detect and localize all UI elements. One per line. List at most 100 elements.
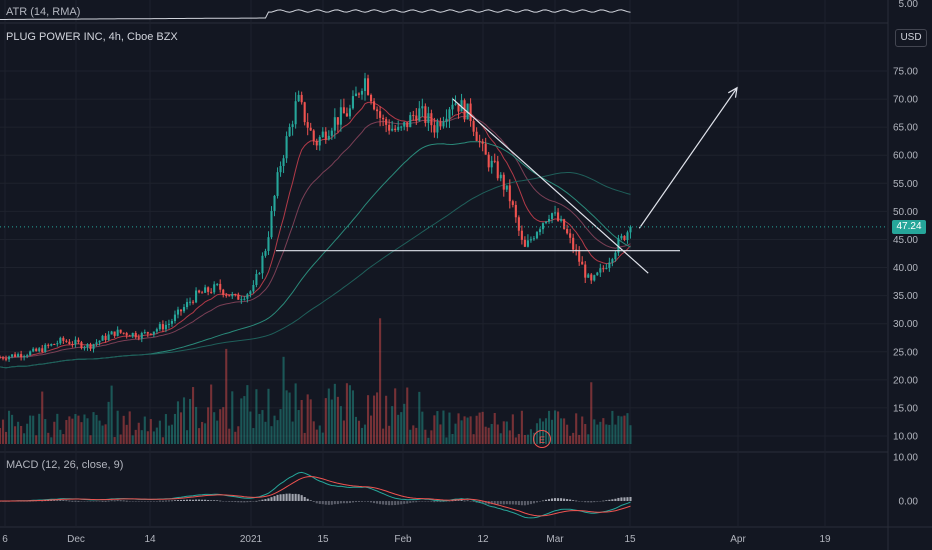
volume-bar [339, 406, 342, 444]
candle-body [376, 109, 379, 112]
macd-label[interactable]: MACD (12, 26, close, 9) [6, 459, 124, 471]
volume-bar [481, 411, 484, 444]
volume-bar [237, 426, 240, 444]
candle-body [315, 140, 318, 146]
candle-body [517, 217, 520, 231]
symbol-title[interactable]: PLUG POWER INC, 4h, Cboe BZX [6, 31, 178, 43]
volume-bar [53, 421, 56, 444]
currency-badge[interactable]: USD [895, 29, 927, 47]
candle-body [188, 301, 192, 303]
volume-bar [300, 399, 303, 444]
candle-body [110, 331, 113, 335]
volume-bar [107, 401, 110, 444]
candle-body [279, 166, 282, 173]
drawings[interactable] [0, 86, 888, 274]
candle-body [357, 93, 361, 95]
macd-histogram-bar [508, 501, 511, 505]
candle-body [122, 332, 125, 334]
macd-histogram-bar [327, 501, 330, 505]
macd-histogram-bar [249, 501, 252, 502]
candle-body [424, 106, 427, 123]
macd-histogram-bar [77, 500, 80, 502]
candle-body [273, 195, 276, 211]
candle-body [41, 348, 44, 352]
macd-histogram-bar [134, 501, 137, 502]
candle-body [119, 329, 122, 333]
volume-bar [309, 399, 312, 444]
volume-bar [86, 418, 89, 444]
candle-body [173, 314, 177, 322]
time-tick-label: 19 [819, 534, 831, 545]
macd-histogram-bar [71, 500, 74, 502]
macd-histogram-bar [526, 501, 529, 505]
macd-histogram-bar [116, 500, 119, 502]
macd-histogram-bar [56, 500, 59, 502]
candle-body [430, 113, 433, 126]
candle-body [366, 78, 370, 95]
candle-body [0, 357, 2, 359]
candle-body [101, 335, 104, 341]
candle-body [258, 273, 261, 275]
candle-body [590, 274, 593, 281]
macd-histogram-bar [210, 500, 213, 501]
volume-bar [451, 433, 454, 444]
atr-line [0, 9, 631, 20]
price-tick-label: 15.00 [893, 403, 918, 414]
volume-bar [80, 422, 83, 444]
volume-bar [629, 425, 632, 444]
candle-body [264, 250, 267, 256]
candle-body [116, 329, 119, 336]
atr-label[interactable]: ATR (14, RMA) [6, 6, 81, 18]
candle-body [569, 233, 572, 238]
macd-histogram-bar [158, 500, 161, 502]
earnings-marker[interactable]: E [533, 430, 551, 448]
candle-body [560, 219, 563, 221]
candle-body [526, 240, 529, 247]
candle-body [207, 287, 210, 292]
macd-histogram-bar [484, 501, 487, 504]
macd-histogram-bar [614, 498, 617, 501]
volume-bar [560, 418, 563, 444]
macd-histogram-bar [179, 499, 183, 501]
volume-bar [345, 383, 348, 444]
candle-body [255, 273, 258, 285]
volume-bar [143, 416, 146, 444]
candle-body [445, 118, 448, 122]
volume-bar [508, 430, 511, 444]
candle-body [351, 96, 354, 109]
macd-histogram-bar [481, 501, 484, 504]
candle-body [369, 94, 373, 102]
macd-histogram-bar [321, 501, 324, 505]
candle-body [312, 130, 315, 141]
macd-histogram-bar [122, 500, 125, 502]
candle-body [487, 154, 490, 168]
volume-bar [611, 410, 614, 444]
macd-pane [0, 471, 632, 519]
macd-histogram-bar [554, 498, 557, 501]
volume-bar [195, 406, 198, 444]
candle-body [418, 108, 421, 121]
macd-histogram-bar [143, 501, 146, 502]
candle-body [511, 201, 514, 205]
candle-body [339, 107, 342, 125]
macd-histogram-bar [246, 501, 249, 503]
macd-histogram-bar [376, 501, 379, 504]
volume-bar [1, 419, 5, 444]
volume-bar [95, 414, 98, 444]
macd-histogram-bar [538, 501, 542, 502]
volume-bar [204, 423, 207, 444]
macd-histogram-bar [602, 500, 605, 502]
candle-body [508, 185, 511, 202]
volume-bar [83, 414, 86, 444]
volume-bar [373, 395, 376, 444]
macd-histogram-bar [152, 501, 155, 502]
volume-bar [397, 414, 400, 444]
volume-bar [65, 420, 68, 444]
macd-histogram-bar [379, 501, 382, 505]
volume-bar [158, 420, 161, 444]
volume-bar [273, 415, 276, 444]
volume-bar [59, 429, 62, 444]
volume-bar [569, 435, 572, 444]
candle-body [288, 126, 291, 137]
